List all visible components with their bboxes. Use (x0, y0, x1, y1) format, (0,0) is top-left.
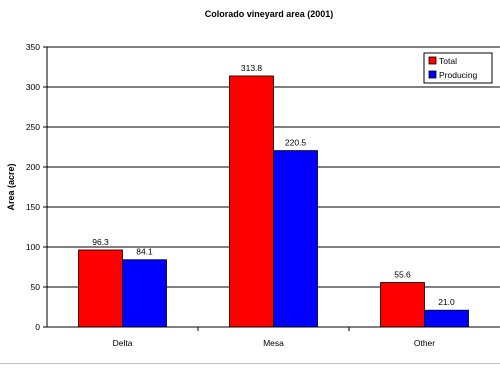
data-label: 21.0 (438, 297, 455, 307)
y-tick-label: 200 (26, 162, 40, 172)
y-tick-label: 250 (26, 122, 40, 132)
y-tick-label: 300 (26, 82, 40, 92)
data-label: 96.3 (92, 237, 109, 247)
y-tick-label: 150 (26, 202, 40, 212)
y-tick-label: 0 (35, 322, 40, 332)
data-label: 220.5 (285, 138, 307, 148)
y-tick-label: 50 (31, 282, 41, 292)
axes: 0 50 100 150 200 250 300 350 Delta Mesa Other (26, 42, 500, 348)
legend-label-producing: Producing (439, 70, 478, 80)
legend-label-total: Total (439, 56, 457, 66)
y-axis-label: Area (acre) (6, 163, 16, 210)
y-tick-label: 350 (26, 42, 40, 52)
bottom-border (0, 363, 500, 364)
legend-swatch-producing (428, 70, 437, 79)
data-label: 84.1 (136, 247, 153, 257)
data-label: 313.8 (241, 63, 263, 73)
bar-producing-delta (122, 259, 167, 328)
bar-total-mesa (229, 75, 274, 328)
bar-producing-other (424, 309, 469, 328)
bar-total-delta (78, 249, 123, 328)
y-tick-label: 100 (26, 242, 40, 252)
bars (78, 75, 469, 328)
legend: Total Producing (423, 52, 493, 84)
bar-producing-mesa (273, 150, 318, 328)
x-tick-label: Delta (113, 338, 133, 348)
bar-total-other (380, 282, 425, 328)
chart-title: Colorado vineyard area (2001) (205, 9, 334, 19)
data-labels: 96.3 84.1 313.8 220.5 55.6 21.0 (92, 63, 455, 307)
x-tick-label: Mesa (263, 338, 284, 348)
data-label: 55.6 (394, 270, 411, 280)
x-tick-label: Other (414, 338, 435, 348)
legend-swatch-total (428, 56, 437, 65)
